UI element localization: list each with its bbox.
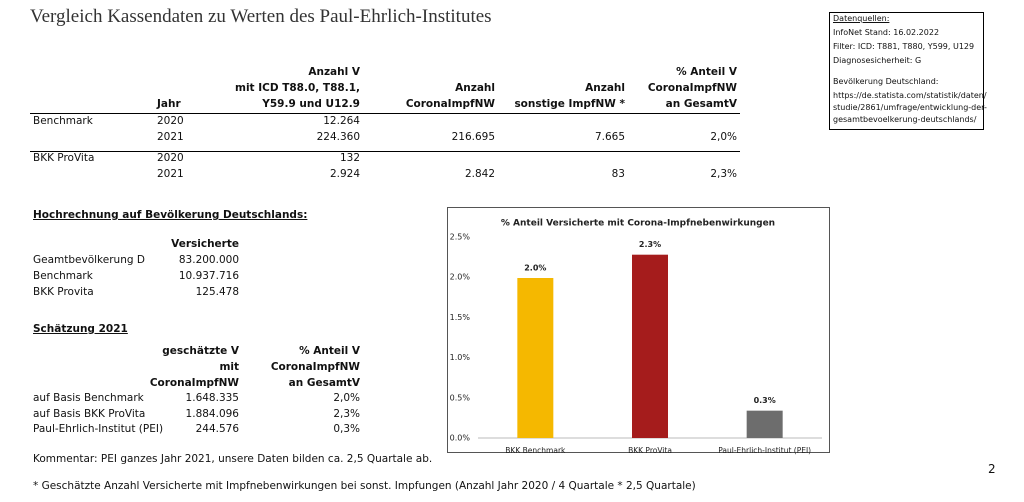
comment: Kommentar: PEI ganzes Jahr 2021, unsere … — [33, 453, 433, 465]
cell: 244.576 — [195, 423, 239, 435]
cell: 216.695 — [451, 131, 495, 143]
cell: 2,0% — [710, 131, 737, 143]
source-line: Diagnosesicherheit: G — [833, 56, 922, 65]
cell: 10.937.716 — [178, 270, 239, 282]
cell: 83.200.000 — [178, 254, 239, 266]
x-tick-label: Paul-Ehrlich-Institut (PEI) — [718, 446, 811, 455]
footnote: * Geschätzte Anzahl Versicherte mit Impf… — [33, 480, 696, 492]
cell: 12.264 — [323, 115, 360, 127]
cell: 2020 — [157, 115, 184, 127]
cell: 2,0% — [333, 392, 360, 404]
chart-title: % Anteil Versicherte mit Corona-Impfnebe… — [501, 219, 775, 229]
column-header: % Anteil V — [299, 345, 360, 357]
cell: 132 — [339, 152, 360, 164]
column-header: sonstige ImpfNW * — [514, 98, 625, 110]
page-number: 2 — [988, 462, 996, 476]
bar — [632, 254, 668, 438]
cell: 1.884.096 — [185, 407, 239, 420]
source-line: Datenquellen: — [833, 14, 890, 23]
column-header: CoronaImpfNW — [647, 82, 737, 94]
value-label: 2.3% — [639, 240, 661, 249]
source-line: InfoNet Stand: 16.02.2022 — [833, 28, 940, 37]
page-title: Vergleich Kassendaten zu Werten des Paul… — [30, 6, 492, 27]
cell: 2020 — [157, 152, 184, 164]
row-label: Benchmark — [33, 270, 93, 282]
bar — [517, 278, 554, 438]
y-tick-label: 1.0% — [450, 353, 471, 362]
value-label: 0.3% — [754, 396, 776, 405]
y-tick-label: 2.5% — [450, 233, 471, 242]
column-header: CoronaImpfNW — [405, 98, 495, 110]
column-header: an GesamtV — [288, 377, 360, 389]
column-header: % Anteil V — [676, 66, 737, 78]
cell: 2.924 — [329, 168, 360, 180]
x-tick-label: BKK Benchmark — [505, 446, 566, 455]
cell: 2021 — [157, 131, 184, 143]
column-header: CoronaImpfNW — [149, 377, 239, 389]
column-header: Anzahl — [585, 82, 625, 94]
y-tick-label: 2.0% — [450, 273, 471, 282]
chart-box — [447, 207, 830, 453]
source-line: https://de.statista.com/statistik/daten/ — [833, 91, 987, 100]
section-heading: Hochrechnung auf Bevölkerung Deutschland… — [33, 209, 308, 221]
cell: 2,3% — [710, 168, 737, 180]
bar — [746, 410, 783, 438]
cell: 1.648.335 — [185, 392, 239, 404]
source-line: gesamtbevoelkerung-deutschlands/ — [833, 115, 977, 124]
cell: 83 — [611, 168, 625, 180]
cell: 7.665 — [594, 131, 625, 143]
cell: 2,3% — [333, 407, 360, 420]
column-header: geschätzte V — [162, 345, 239, 357]
cell: 2021 — [157, 168, 184, 180]
row-label: Paul-Ehrlich-Institut (PEI) — [33, 423, 164, 435]
row-label: BKK ProVita — [33, 152, 95, 164]
column-header: Versicherte — [171, 238, 239, 250]
row-rule — [30, 151, 740, 152]
column-header: Anzahl — [455, 82, 495, 94]
column-header: mit — [219, 361, 239, 373]
header-rule — [30, 113, 740, 114]
y-tick-label: 0.5% — [450, 393, 471, 402]
cell: 224.360 — [316, 131, 360, 143]
column-header: CoronaImpfNW — [270, 361, 360, 373]
source-line: Bevölkerung Deutschland: — [833, 77, 939, 86]
row-label: auf Basis BKK ProVita — [33, 407, 146, 420]
x-tick-label: BKK ProVita — [628, 446, 672, 455]
section-heading: Schätzung 2021 — [33, 323, 128, 335]
sources-box: Datenquellen: InfoNet Stand: 16.02.2022 Fi… — [829, 12, 987, 130]
column-header: mit ICD T88.0, T88.1, — [235, 82, 360, 94]
value-label: 2.0% — [524, 264, 546, 273]
source-line: Filter: ICD: T881, T880, Y599, U129 — [833, 42, 975, 51]
y-tick-label: 1.5% — [450, 313, 471, 322]
source-line: studie/2861/umfrage/entwicklung-der- — [833, 103, 987, 112]
row-label: BKK Provita — [33, 286, 94, 298]
cell: 0,3% — [333, 423, 360, 435]
row-label: Geamtbevölkerung D — [33, 254, 145, 266]
column-header: an GesamtV — [665, 98, 737, 110]
row-label: auf Basis Benchmark — [33, 392, 144, 404]
column-header: Anzahl V — [308, 66, 360, 78]
y-tick-label: 0.0% — [450, 434, 471, 443]
column-header: Y59.9 und U12.9 — [262, 98, 360, 110]
cell: 2.842 — [464, 168, 495, 180]
cell: 125.478 — [195, 286, 239, 298]
row-label: Benchmark — [33, 115, 93, 127]
column-header: Jahr — [157, 98, 181, 110]
